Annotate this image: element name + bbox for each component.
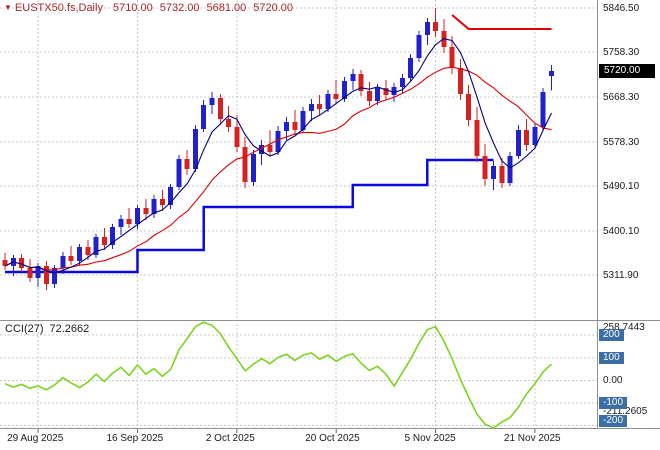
indicator-axis[interactable]: 258.7443 0.00 -211.2605 200 100 -100 -200 (598, 322, 660, 428)
price-axis-label: 5846.50 (603, 2, 640, 14)
indicator-min-label: -211.2605 (603, 406, 648, 417)
indicator-max-label: 258.7443 (603, 322, 645, 333)
price-axis-label: 5400.10 (603, 225, 640, 237)
price-axis-label: 5490.10 (603, 180, 640, 192)
time-axis-label: 2 Oct 2025 (205, 433, 255, 444)
indicator-level-badge: 100 (599, 351, 624, 364)
price-axis-label: 5758.30 (603, 46, 640, 58)
ohlc-low-value: 5681.00 (206, 2, 247, 14)
indicator-zero-label: 0.00 (603, 375, 623, 387)
indicator-name: CCI(27) (5, 323, 44, 335)
indicator-level-badge: -200 (599, 415, 628, 427)
time-axis-label: 29 Aug 2025 (7, 433, 64, 444)
indicator-title: CCI(27) 72.2662 (5, 323, 89, 335)
price-axis-label: 5578.30 (603, 136, 640, 148)
time-axis[interactable]: 29 Aug 2025 16 Sep 2025 2 Oct 2025 20 Oct 2… (0, 429, 660, 450)
price-axis-label: 5668.30 (603, 91, 640, 103)
indicator-level-badge: 200 (599, 329, 624, 342)
ohlc-close-value: 5720.00 (253, 2, 294, 14)
time-axis-label: 5 Nov 2025 (404, 433, 456, 444)
symbol-marker-icon: ▼ (4, 3, 12, 12)
time-axis-label: 21 Nov 2025 (503, 433, 561, 444)
chart-ohlc-header: ▼ EUSTX50.fs,Daily 5710.00 5732.00 5681.00 57… (4, 2, 300, 14)
symbol-timeframe-label: EUSTX50.fs,Daily (14, 2, 103, 14)
price-axis[interactable]: 5846.50 5758.30 5668.30 5578.30 5490.10 5400.… (598, 0, 660, 320)
time-axis-label: 20 Oct 2025 (305, 433, 360, 444)
ohlc-open-value: 5710.00 (112, 2, 153, 14)
current-price-badge: 5720.00 (599, 64, 655, 78)
indicator-level-badge: -100 (599, 396, 628, 409)
indicator-current-value: 72.2662 (49, 323, 90, 335)
price-axis-label: 5311.90 (603, 270, 639, 282)
ohlc-high-value: 5732.00 (159, 2, 200, 14)
time-axis-label: 16 Sep 2025 (106, 433, 164, 444)
